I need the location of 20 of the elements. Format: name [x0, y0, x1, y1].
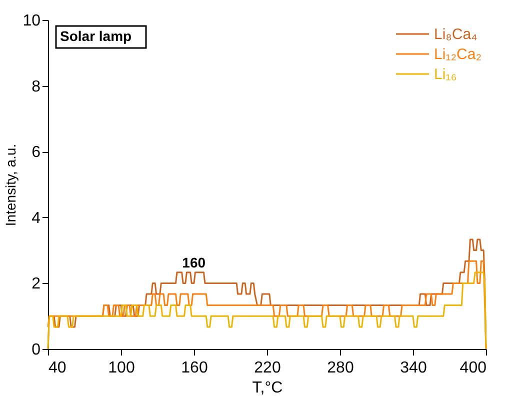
x-tick-label: 100 [108, 360, 135, 376]
y-tick-label: 2 [32, 276, 41, 293]
annotation: Solar lamp [60, 28, 132, 44]
x-tick-label: 280 [327, 360, 354, 376]
y-tick-label: 8 [32, 78, 41, 96]
legend-label: Li₁₆ [434, 66, 457, 83]
legend-label: Li₈Ca₄ [434, 26, 478, 43]
legend-label: Li₁₂Ca₂ [434, 46, 482, 63]
y-axis-title: Intensity, a.u. [2, 144, 19, 226]
x-tick-label: 400 [460, 360, 487, 376]
y-tick-label: 6 [32, 144, 41, 162]
y-tick-label: 0 [32, 342, 41, 358]
y-tick-label: 4 [32, 210, 41, 227]
x-tick-label: 220 [254, 360, 281, 376]
x-axis-title: T,°C [252, 380, 283, 396]
y-tick-label: 10 [22, 12, 41, 30]
x-tick-label: 160 [181, 360, 208, 376]
x-tick-label: 40 [48, 360, 66, 376]
x-tick-label: 340 [400, 360, 427, 376]
annotation: 160 [182, 254, 206, 270]
